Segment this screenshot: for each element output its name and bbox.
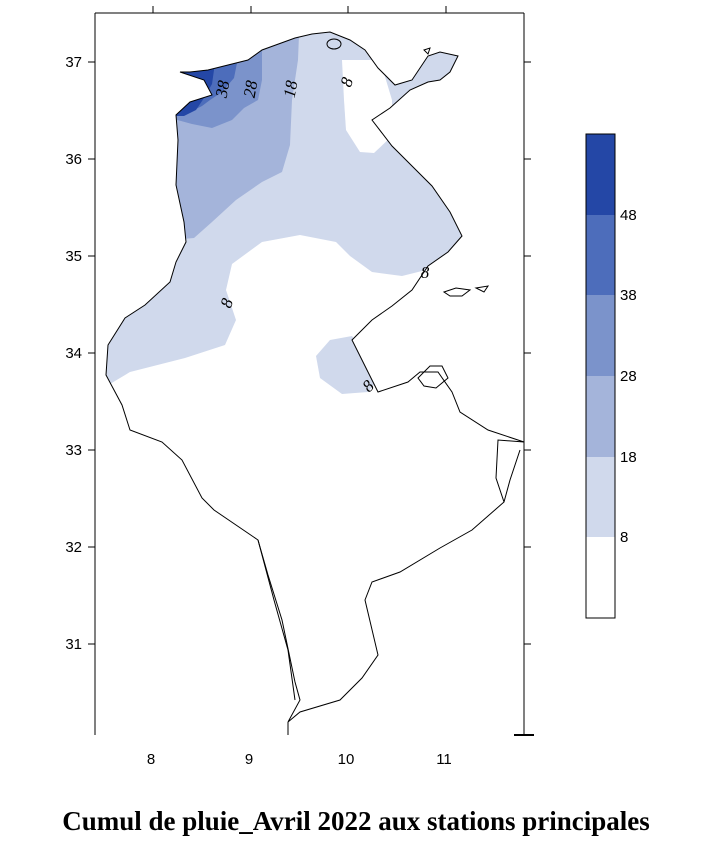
legend-swatch <box>586 215 615 295</box>
axis-ticks <box>88 6 531 645</box>
y-tick-labels: 37 36 35 34 33 32 31 <box>65 54 82 653</box>
legend-swatch <box>586 134 615 215</box>
legend-break-label: 48 <box>620 207 637 224</box>
legend-swatch <box>586 376 615 457</box>
legend-swatch <box>586 537 615 618</box>
tunisia-outline <box>105 31 525 723</box>
y-tick-label: 33 <box>65 442 82 459</box>
y-tick-label: 31 <box>65 636 82 653</box>
y-tick-label: 32 <box>65 539 82 556</box>
contour-label: 18 <box>280 79 302 100</box>
rainfall-contours <box>106 32 480 394</box>
y-tick-label: 35 <box>65 248 82 265</box>
contour-label: 28 <box>240 79 262 100</box>
legend-colorbar: 48 38 28 18 8 <box>585 133 637 619</box>
x-tick-label: 10 <box>338 751 355 768</box>
x-tick-labels: 8 9 10 11 <box>147 751 452 768</box>
x-tick-label: 9 <box>245 751 253 768</box>
plot-frame <box>94 12 534 736</box>
legend-frame <box>585 133 616 619</box>
legend-swatch <box>586 457 615 537</box>
x-tick-label: 8 <box>147 751 155 768</box>
y-tick-label: 36 <box>65 151 82 168</box>
legend-break-label: 8 <box>620 529 628 546</box>
x-tick-label: 11 <box>436 751 452 768</box>
contour-label: 38 <box>212 79 234 101</box>
legend-break-label: 28 <box>620 368 637 385</box>
contour-label: 8 <box>421 263 430 282</box>
legend-swatch <box>586 295 615 376</box>
y-tick-label: 34 <box>65 345 82 362</box>
y-tick-label: 37 <box>65 54 82 71</box>
band-8-18-south-lobe <box>316 336 378 394</box>
legend-break-label: 38 <box>620 287 637 304</box>
border-lines <box>257 449 521 735</box>
map-title: Cumul de pluie_Avril 2022 aux stations p… <box>62 806 650 836</box>
islands <box>326 38 490 389</box>
legend-break-label: 18 <box>620 449 637 466</box>
